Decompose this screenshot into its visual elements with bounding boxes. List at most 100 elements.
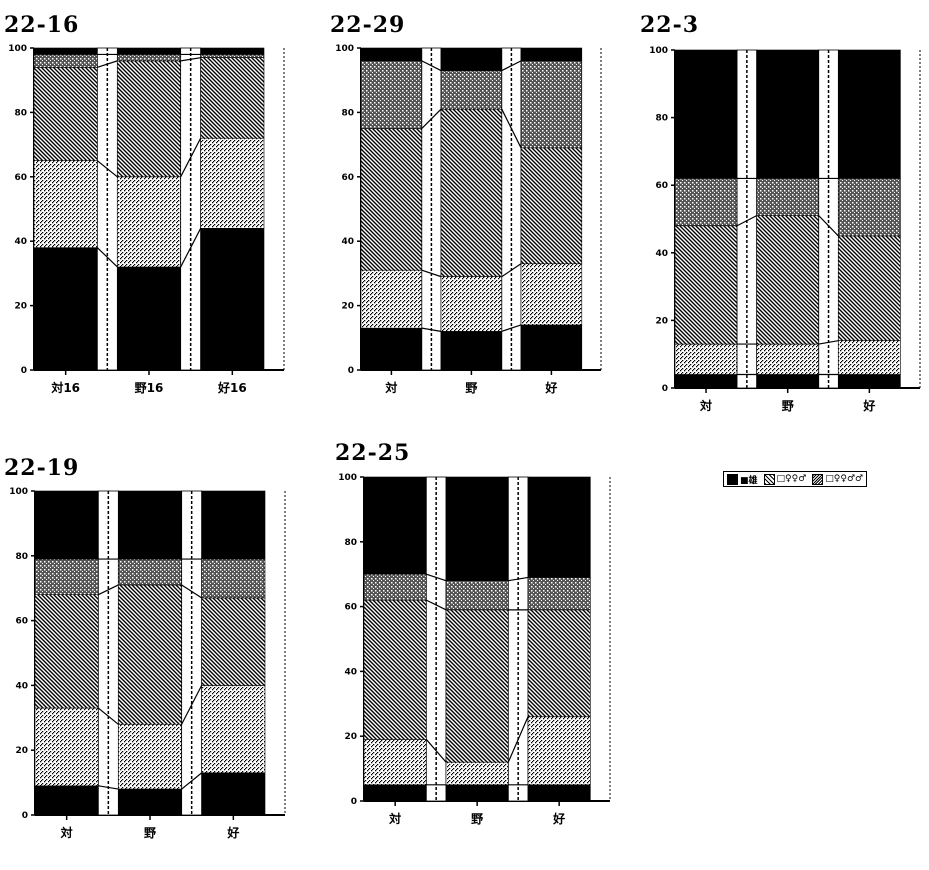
bar-segment [527, 784, 591, 802]
bar-segment [520, 60, 583, 149]
y-tick-label: 80 [14, 108, 27, 118]
y-tick-label: 100 [335, 44, 354, 54]
y-tick-label: 60 [344, 603, 357, 613]
bar-segment [34, 707, 99, 787]
y-tick-label: 100 [9, 487, 28, 497]
bar-segment [520, 47, 583, 62]
bar-segment [440, 47, 503, 71]
bar-segment [838, 178, 901, 237]
bar-segment [756, 374, 820, 389]
x-tick-label: 野 [782, 399, 794, 413]
connector-line [97, 707, 119, 725]
x-tick-label: 好 [226, 825, 239, 840]
bar-segment [363, 784, 427, 802]
legend-swatch-dotted [763, 473, 775, 485]
bar-segment [33, 54, 98, 68]
connector-line [426, 573, 447, 582]
connector-line [426, 599, 447, 611]
y-tick-label: 80 [15, 552, 28, 562]
bar-segment [360, 128, 423, 271]
connector-line [818, 215, 839, 237]
y-tick-label: 40 [655, 249, 668, 259]
bar-segment [200, 137, 265, 229]
x-tick-label: 好 [552, 811, 565, 826]
x-tick-label: 野 [144, 826, 156, 840]
bar-segment [33, 247, 98, 371]
x-tick-label: 対 [699, 398, 712, 413]
y-tick-label: 80 [655, 114, 668, 124]
connector-line [501, 263, 522, 278]
bar-segment [838, 235, 901, 341]
x-tick-label: 対16 [50, 380, 80, 395]
bar-segment [118, 723, 182, 790]
y-tick-label: 40 [341, 237, 354, 247]
bar-segment [118, 584, 182, 725]
connector-line [421, 269, 442, 278]
legend-item: ■雄 [727, 473, 758, 486]
chart-svg: 0 20 40 60 80 100 対 野 好 [338, 473, 611, 826]
connector-line [98, 584, 119, 596]
legend-label: □♀♀♂♂ [825, 474, 864, 484]
connector-line [180, 137, 202, 178]
bar-segment [363, 573, 427, 601]
y-tick-label: 20 [14, 302, 27, 312]
bar-segment [838, 49, 901, 179]
y-tick-label: 80 [344, 538, 357, 548]
legend-swatch-hatched [812, 473, 824, 485]
connector-line [181, 685, 203, 725]
bar-segment [520, 263, 583, 326]
y-tick-label: 100 [8, 44, 27, 54]
bar-segment [674, 225, 738, 345]
bar-segment [445, 609, 509, 763]
chart-title: 22-19 [4, 455, 80, 481]
bar-segment [201, 597, 266, 686]
y-tick-label: 0 [348, 366, 354, 376]
bar-segment [756, 215, 820, 345]
bar-segment [117, 54, 181, 62]
connector-line [96, 160, 118, 178]
chart-legend: ■雄 □♀♀♂ □♀♀♂♂ [723, 471, 868, 487]
bar-segment [34, 785, 99, 816]
y-tick-label: 40 [344, 667, 357, 677]
connector-line [736, 215, 757, 227]
bar-segment [440, 108, 503, 277]
connector-line [421, 108, 442, 129]
bar-segment [445, 476, 509, 581]
connector-line [421, 60, 442, 72]
legend-swatch-solid [727, 473, 738, 485]
bar-segment [527, 476, 591, 578]
bar-segment [117, 266, 181, 371]
bar-segment [33, 160, 98, 248]
y-tick-label: 60 [15, 617, 28, 627]
connector-line [508, 576, 529, 582]
chart-title: 22-3 [640, 12, 700, 38]
y-tick-label: 0 [21, 366, 27, 376]
bar-segment [201, 685, 266, 774]
bar-segment [200, 228, 265, 371]
bar-segment [33, 47, 98, 55]
x-tick-label: 対 [60, 825, 73, 840]
x-tick-label: 野16 [135, 381, 164, 395]
bar-segment [360, 269, 423, 329]
bar-segment [674, 178, 738, 227]
bar-segment [520, 147, 583, 265]
connector-line [98, 785, 119, 790]
connector-line [96, 247, 118, 268]
connector-line [507, 716, 529, 763]
connector-line [818, 340, 839, 345]
x-tick-label: 対 [384, 380, 397, 395]
bar-segment [756, 343, 820, 375]
chart-title: 22-29 [330, 12, 406, 38]
y-tick-label: 60 [341, 173, 354, 183]
legend-item: □♀♀♂ [763, 473, 806, 485]
y-tick-label: 20 [344, 732, 357, 742]
bar-segment [117, 60, 181, 178]
connector-line [421, 327, 442, 332]
bar-segment [118, 490, 182, 560]
bar-segment [445, 580, 509, 611]
y-tick-label: 40 [14, 237, 27, 247]
connector-line [501, 324, 522, 332]
legend-item: □♀♀♂♂ [812, 473, 864, 485]
bar-segment [360, 47, 423, 62]
bar-segment [360, 60, 423, 129]
